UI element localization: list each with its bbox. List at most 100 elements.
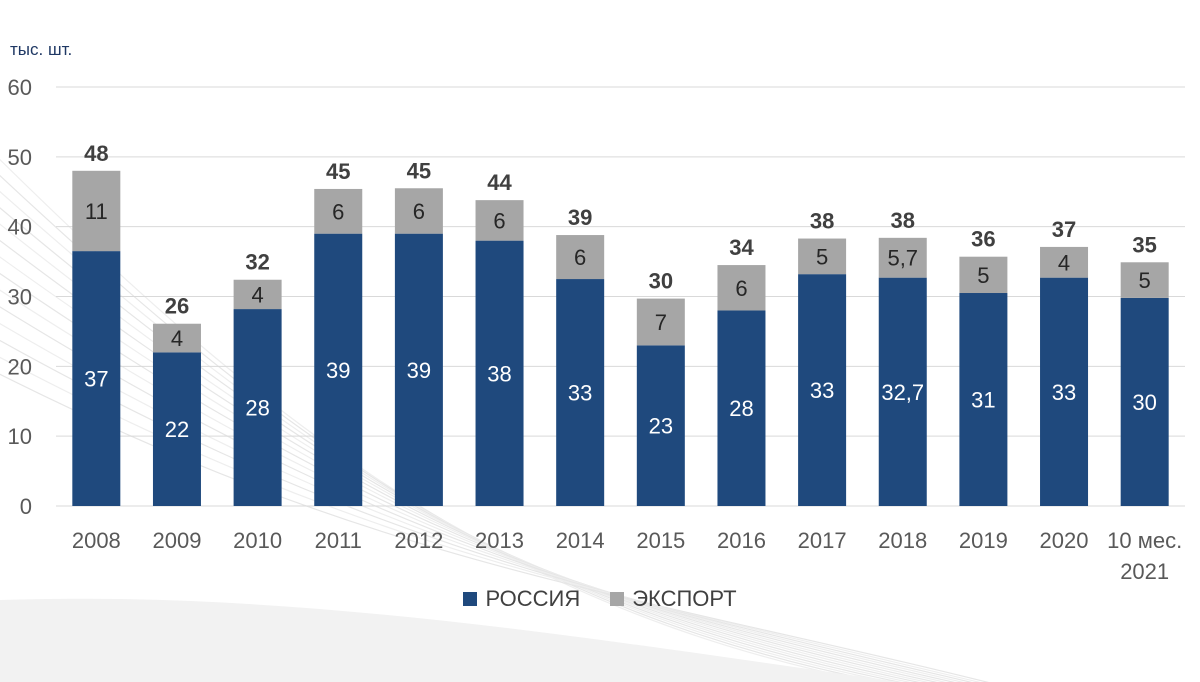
y-tick-label: 10 [8,424,32,449]
data-label-total: 30 [649,269,673,294]
x-tick-label: 2020 [1040,528,1089,553]
x-tick-label: 2015 [636,528,685,553]
data-label-russia: 33 [810,378,834,403]
bar-segment-russia [152,352,201,506]
bar-segment-export [152,323,201,353]
data-label-total: 26 [165,294,189,319]
bars: 3711482242628432396453964538644336392373… [72,141,1169,506]
bar-segment-russia [636,345,685,506]
y-axis-unit-label: тыс. шт. [10,40,73,59]
data-label-export: 4 [251,282,263,307]
x-tick-label: 2009 [152,528,201,553]
data-label-export: 5 [977,263,989,288]
data-label-total: 39 [568,205,592,230]
bar-segment-russia [959,293,1008,506]
bar-segment-export [878,237,927,278]
x-tick-label: 2008 [72,528,121,553]
x-tick-label: 2010 [233,528,282,553]
data-label-russia: 33 [568,381,592,406]
data-label-total: 37 [1052,217,1076,242]
data-label-russia: 28 [729,396,753,421]
data-label-russia: 23 [649,414,673,439]
bar-segment-russia [394,233,443,506]
bar-segment-russia [878,277,927,506]
bar-segment-export [1120,262,1169,298]
x-tick-label: 2017 [798,528,847,553]
swoosh-line [0,339,973,682]
x-tick-label: 2019 [959,528,1008,553]
y-tick-label: 50 [8,145,32,170]
data-label-export: 6 [735,276,747,301]
bar-segment-russia [556,279,605,506]
x-tick-label: 2011 [315,528,362,553]
bar-segment-export [798,238,847,275]
data-label-russia: 39 [326,358,350,383]
data-label-total: 45 [407,158,431,183]
y-tick-label: 0 [20,494,32,519]
bar-segment-export [394,188,443,234]
bar-segment-russia [475,240,524,506]
swoosh-line [0,306,956,682]
data-label-russia: 38 [487,361,511,386]
bar-segment-russia [717,310,766,506]
legend: РОССИЯ ЭКСПОРТ [0,586,1200,612]
swoosh-line [0,322,964,682]
x-axis-ticks: 2008 2009 2010 2011 2012 2013 2014 2015 2016 2017… [72,528,1182,584]
data-label-russia: 31 [971,388,995,413]
legend-item-export: ЭКСПОРТ [610,586,737,612]
y-tick-label: 40 [8,215,32,240]
y-tick-label: 30 [8,285,32,310]
data-label-total: 38 [891,208,915,233]
x-tick-label: 2013 [475,528,524,553]
data-label-russia: 32,7 [881,380,924,405]
swoosh-line [0,289,947,682]
data-label-export: 4 [171,326,183,351]
bar-segment-export [72,170,121,252]
data-label-export: 11 [85,199,108,224]
data-label-russia: 39 [407,358,431,383]
data-label-export: 5 [816,244,828,269]
bar-segment-russia [314,233,363,506]
bar-segment-russia [1040,277,1089,506]
swoosh-band [0,598,900,682]
bar-segment-russia [233,309,282,506]
bar-segment-export [475,200,524,241]
data-label-russia: 33 [1052,380,1076,405]
bar-segment-export [1040,246,1089,278]
bar-segment-export [556,235,605,280]
x-tick-label: 10 мес. 2021 [1107,528,1182,584]
bar-segment-export [636,298,685,346]
data-label-export: 4 [1058,250,1070,275]
data-label-total: 48 [84,141,108,166]
bar-segment-russia [798,274,847,506]
data-label-total: 45 [326,159,350,184]
x-tick-label: 2016 [717,528,766,553]
bar-segment-russia [1120,297,1169,506]
bar-segment-export [959,256,1008,294]
y-tick-label: 60 [8,75,32,100]
data-label-export: 5 [1139,268,1151,293]
data-label-russia: 22 [165,417,189,442]
bar-segment-export [314,188,363,234]
bar-segment-export [717,265,766,311]
legend-label-russia: РОССИЯ [485,586,581,611]
data-label-total: 44 [487,170,512,195]
data-label-export: 6 [332,199,344,224]
swoosh-line [0,356,981,682]
data-label-russia: 37 [84,367,108,392]
data-label-total: 32 [245,250,269,275]
legend-swatch-russia [463,592,478,606]
bar-segment-russia [72,251,121,506]
swoosh-line [0,373,990,682]
data-label-export: 6 [574,245,586,270]
data-label-export: 5,7 [887,246,918,271]
grid-lines [56,86,1185,507]
x-tick-label: 2018 [878,528,927,553]
x-tick-label: 2014 [556,528,605,553]
data-label-total: 34 [729,235,754,260]
data-label-total: 35 [1132,232,1156,257]
legend-item-russia: РОССИЯ [463,586,580,612]
bar-segment-export [233,279,282,310]
